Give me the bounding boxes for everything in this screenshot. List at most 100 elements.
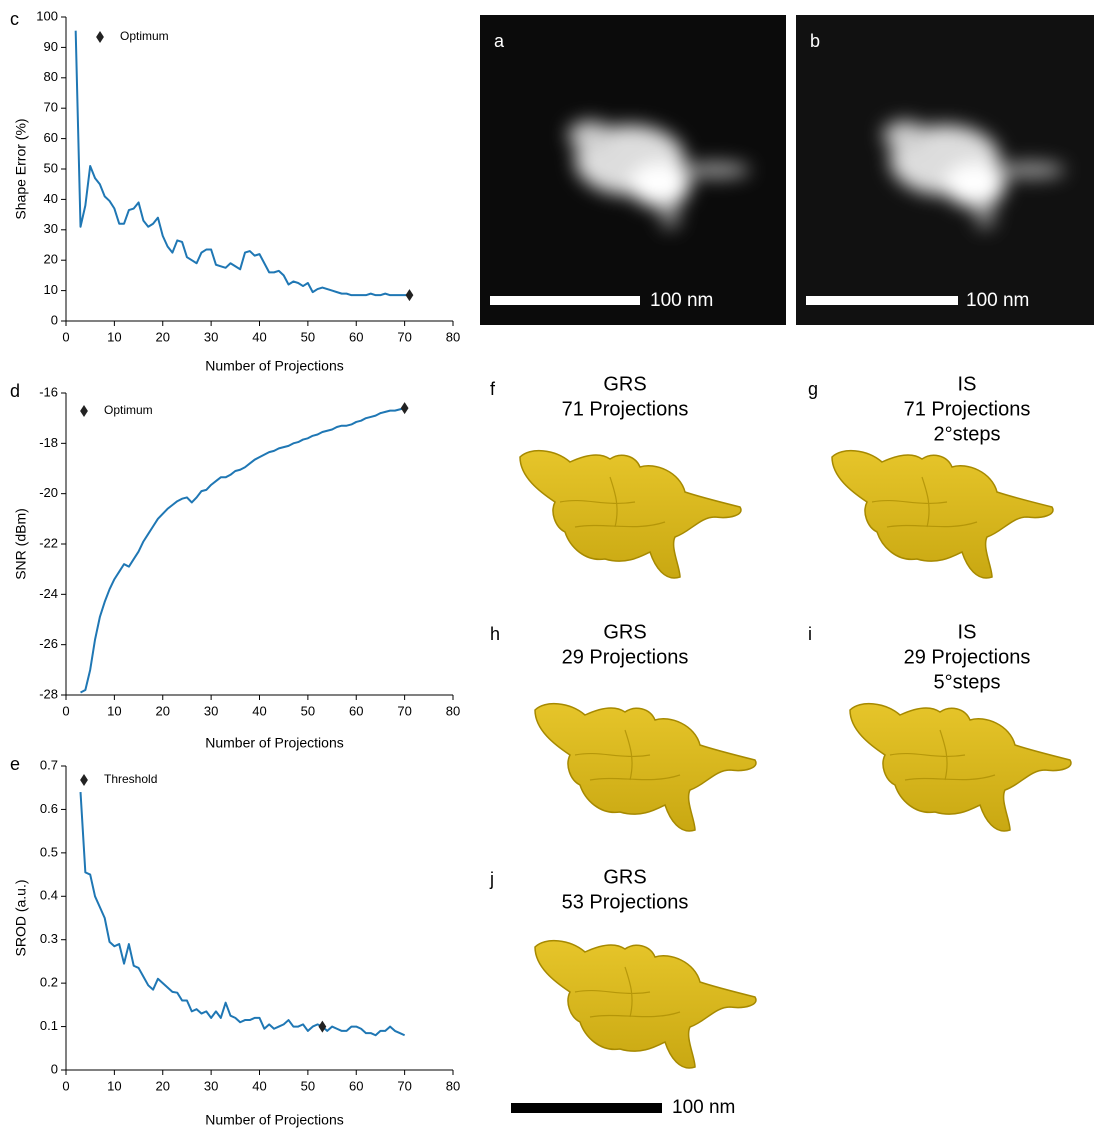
x-tick-label: 60 xyxy=(349,329,363,344)
render-title: GRS xyxy=(603,373,646,395)
y-tick-label: 90 xyxy=(44,39,58,54)
render xyxy=(519,449,742,579)
render-title: 5°steps xyxy=(934,671,1001,693)
render-title: IS xyxy=(958,621,977,643)
y-tick-label: 10 xyxy=(44,282,58,297)
x-tick-label: 50 xyxy=(301,329,315,344)
render-title: 53 Projections xyxy=(562,891,689,913)
x-tick-label: 20 xyxy=(156,1078,170,1093)
panel-label: f xyxy=(490,379,496,399)
render xyxy=(534,939,757,1069)
y-tick-label: 0.3 xyxy=(40,931,58,946)
x-tick-label: 0 xyxy=(62,1078,69,1093)
render-title: IS xyxy=(958,373,977,395)
y-tick-label: 100 xyxy=(36,8,58,23)
scale-bar-label: 100 nm xyxy=(672,1097,735,1118)
panel-label: h xyxy=(490,624,500,644)
scale-bar-label: 100 nm xyxy=(966,290,1029,311)
x-tick-label: 80 xyxy=(446,1078,460,1093)
panel-label: c xyxy=(10,9,19,29)
y-tick-label: 0.7 xyxy=(40,757,58,772)
x-axis-label: Number of Projections xyxy=(205,1112,344,1128)
render-title: 71 Projections xyxy=(562,398,689,420)
y-tick-label: 30 xyxy=(44,221,58,236)
x-tick-label: 80 xyxy=(446,329,460,344)
y-tick-label: 40 xyxy=(44,191,58,206)
y-tick-label: 0.6 xyxy=(40,801,58,816)
render-title: 29 Projections xyxy=(904,646,1031,668)
data-line xyxy=(74,30,410,297)
legend-label: Threshold xyxy=(104,772,157,786)
y-tick-label: 0.4 xyxy=(40,888,58,903)
x-tick-label: 10 xyxy=(107,1078,121,1093)
x-tick-label: 70 xyxy=(397,1078,411,1093)
legend-symbol xyxy=(80,774,88,786)
y-axis-label: Shape Error (%) xyxy=(13,118,29,219)
x-tick-label: 20 xyxy=(156,329,170,344)
panel-label: i xyxy=(808,624,812,644)
marker-point xyxy=(318,1020,327,1033)
x-tick-label: 30 xyxy=(204,703,218,718)
marker-point xyxy=(405,289,414,302)
panel-label: j xyxy=(489,869,494,889)
y-tick-label: 80 xyxy=(44,69,58,84)
render-title: 2°steps xyxy=(934,423,1001,445)
y-tick-label: -24 xyxy=(39,586,58,601)
render-title: 29 Projections xyxy=(562,646,689,668)
y-tick-label: 20 xyxy=(44,252,58,267)
y-tick-label: 50 xyxy=(44,160,58,175)
y-tick-label: -18 xyxy=(39,435,58,450)
legend-label: Optimum xyxy=(120,29,169,43)
y-axis-label: SROD (a.u.) xyxy=(13,879,29,956)
x-tick-label: 60 xyxy=(349,703,363,718)
y-tick-label: 0.1 xyxy=(40,1018,58,1033)
panel-label: b xyxy=(810,31,820,51)
render xyxy=(831,449,1054,579)
x-tick-label: 0 xyxy=(62,703,69,718)
x-tick-label: 60 xyxy=(349,1078,363,1093)
y-tick-label: 0 xyxy=(51,1061,58,1076)
x-axis-label: Number of Projections xyxy=(205,735,344,751)
legend-label: Optimum xyxy=(104,403,153,417)
x-tick-label: 30 xyxy=(204,329,218,344)
data-line xyxy=(80,407,405,694)
panel-label: e xyxy=(10,754,20,774)
y-tick-label: -28 xyxy=(39,686,58,701)
marker-point xyxy=(400,402,409,415)
legend-symbol xyxy=(96,31,104,43)
x-tick-label: 0 xyxy=(62,329,69,344)
render xyxy=(849,702,1072,832)
x-tick-label: 30 xyxy=(204,1078,218,1093)
y-axis-label: SNR (dBm) xyxy=(13,508,29,580)
x-tick-label: 20 xyxy=(156,703,170,718)
x-tick-label: 40 xyxy=(252,329,266,344)
x-tick-label: 50 xyxy=(301,703,315,718)
render-title: GRS xyxy=(603,866,646,888)
x-tick-label: 70 xyxy=(397,329,411,344)
x-tick-label: 40 xyxy=(252,703,266,718)
y-tick-label: 0.2 xyxy=(40,975,58,990)
x-tick-label: 10 xyxy=(107,329,121,344)
x-tick-label: 40 xyxy=(252,1078,266,1093)
x-tick-label: 10 xyxy=(107,703,121,718)
scale-bar xyxy=(511,1103,662,1113)
legend-symbol xyxy=(80,405,88,417)
x-axis-label: Number of Projections xyxy=(205,358,344,374)
y-tick-label: 60 xyxy=(44,130,58,145)
y-tick-label: -26 xyxy=(39,636,58,651)
y-tick-label: 0 xyxy=(51,312,58,327)
render xyxy=(534,702,757,832)
x-tick-label: 70 xyxy=(397,703,411,718)
scale-bar-label: 100 nm xyxy=(650,290,713,311)
y-tick-label: -20 xyxy=(39,485,58,500)
x-tick-label: 80 xyxy=(446,703,460,718)
scale-bar xyxy=(490,296,640,305)
panel-label: g xyxy=(808,379,818,399)
x-tick-label: 50 xyxy=(301,1078,315,1093)
panel-label: d xyxy=(10,381,20,401)
y-tick-label: -22 xyxy=(39,535,58,550)
scale-bar xyxy=(806,296,958,305)
